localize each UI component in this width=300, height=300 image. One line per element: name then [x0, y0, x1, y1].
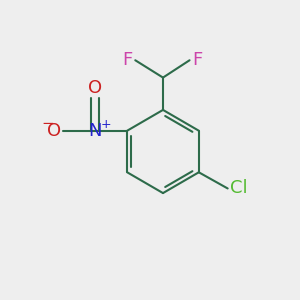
Text: Cl: Cl [230, 179, 248, 197]
Text: F: F [192, 51, 202, 69]
Text: O: O [47, 122, 61, 140]
Text: −: − [42, 116, 55, 131]
Text: O: O [88, 79, 102, 97]
Text: +: + [100, 118, 111, 131]
Text: F: F [123, 51, 133, 69]
Text: N: N [88, 122, 102, 140]
